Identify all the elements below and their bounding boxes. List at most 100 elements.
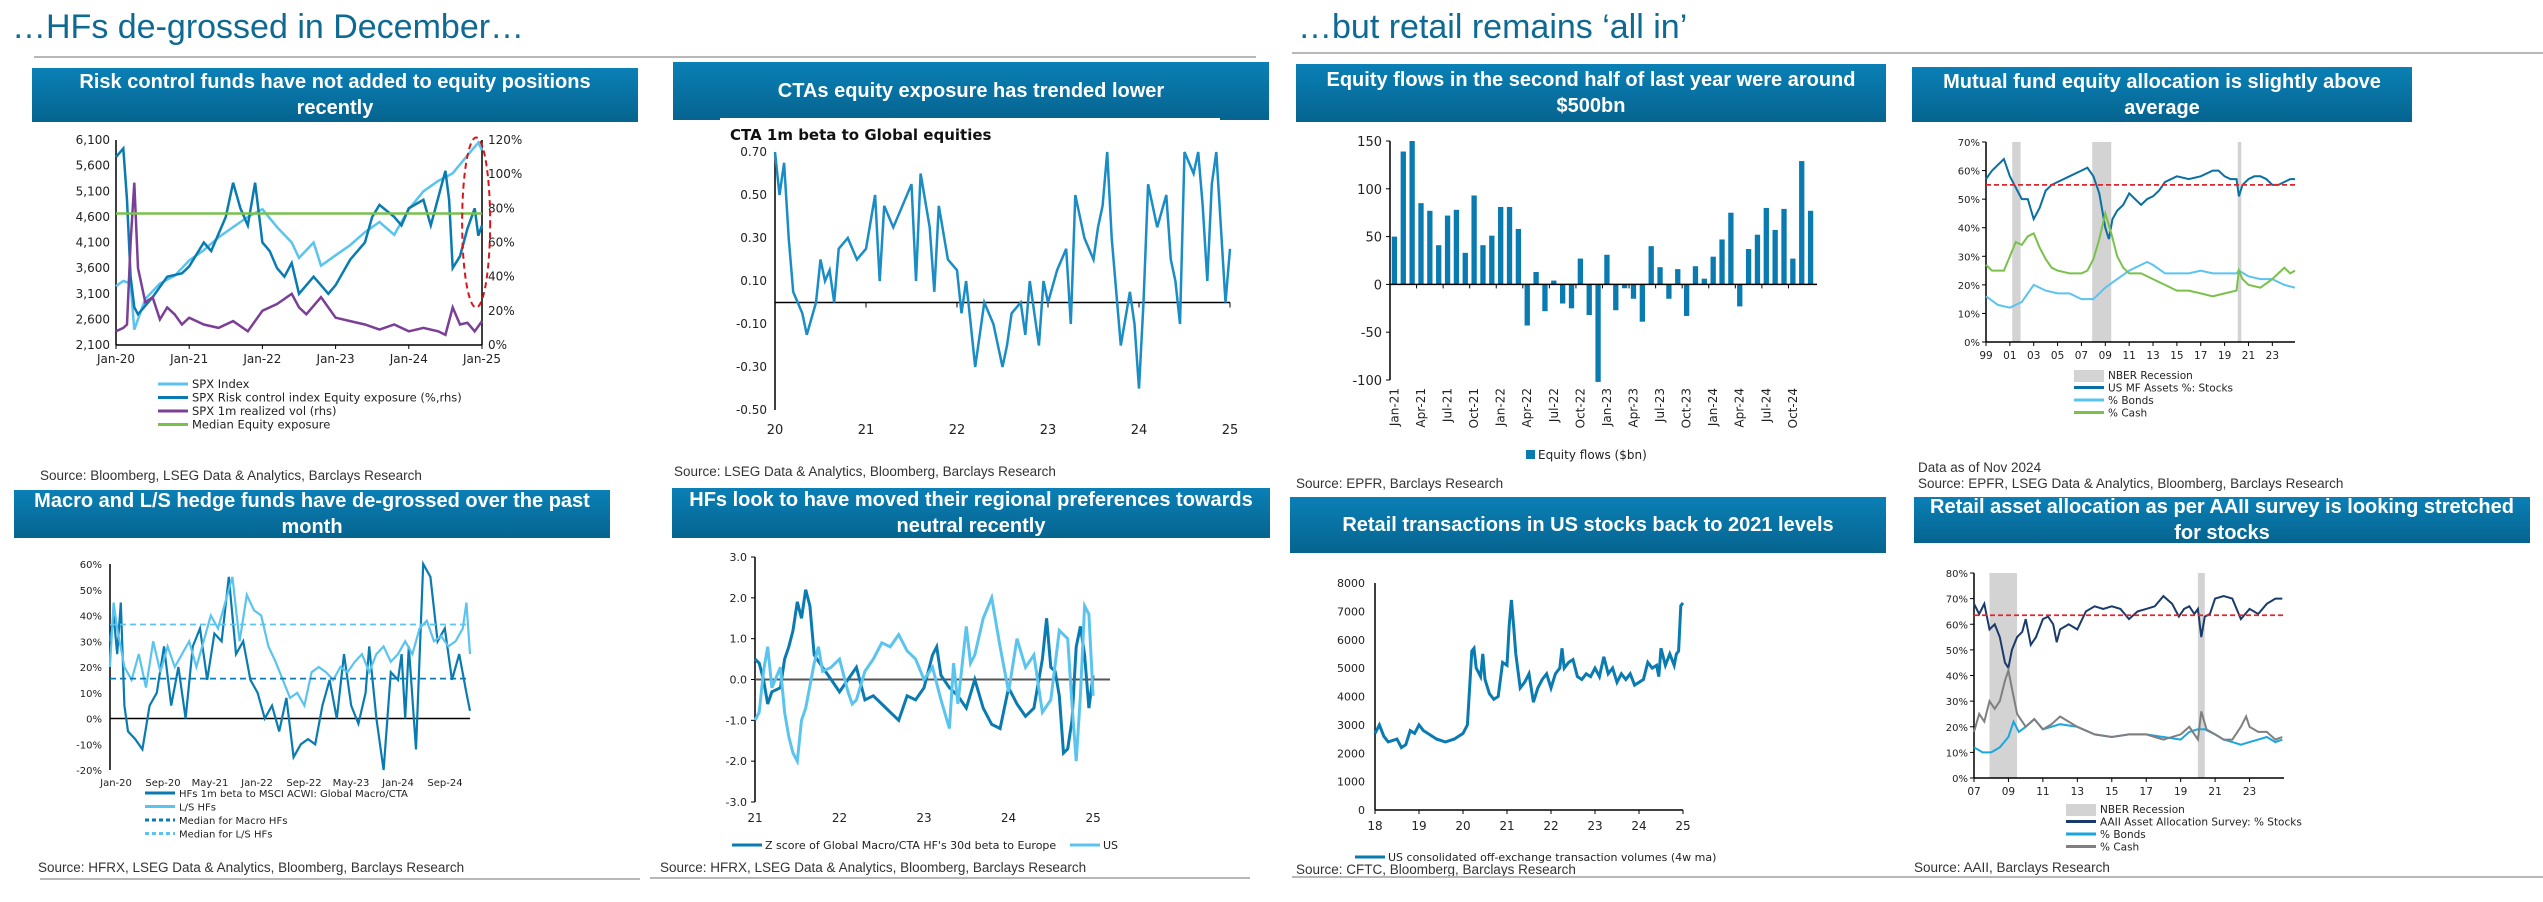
y-tick-label: 20% xyxy=(1958,281,1980,292)
y-right-tick-label: 0% xyxy=(488,338,507,352)
x-tick-label: Apr-21 xyxy=(1414,388,1428,428)
legend-label: SPX Index xyxy=(192,377,250,391)
y-tick-label: 0% xyxy=(86,715,102,726)
bar xyxy=(1533,271,1539,285)
bar xyxy=(1418,203,1424,285)
chart-title: CTA 1m beta to Global equities xyxy=(730,126,992,144)
bar xyxy=(1666,284,1672,299)
y-tick-label: 60% xyxy=(1946,620,1968,631)
x-tick-label: 13 xyxy=(2071,786,2084,798)
y-tick-label: -2.0 xyxy=(726,755,747,768)
x-tick-label: 24 xyxy=(1001,811,1016,825)
x-tick-label: Jan-22 xyxy=(1494,388,1508,427)
bar xyxy=(1568,284,1575,309)
y-left-tick-label: 2,600 xyxy=(76,312,110,326)
recession-band xyxy=(1989,573,2018,778)
bar xyxy=(1728,212,1734,285)
x-tick-label: 20 xyxy=(1455,819,1470,833)
bar xyxy=(1799,161,1805,285)
x-tick-label: 19 xyxy=(2218,350,2231,362)
bar xyxy=(1498,206,1504,285)
legend-label: AAII Asset Allocation Survey: % Stocks xyxy=(2100,817,2302,829)
y-tick-label: 20% xyxy=(80,663,102,674)
chart-title-bg xyxy=(720,118,1220,120)
bar xyxy=(1604,254,1610,285)
bar xyxy=(1480,245,1486,285)
x-tick-label: 20 xyxy=(767,423,784,438)
x-tick-label: 21 xyxy=(747,811,762,825)
y-left-tick-label: 4,600 xyxy=(76,210,110,224)
y-tick-label: -20% xyxy=(76,766,102,777)
recession-band xyxy=(2197,573,2205,778)
series-line xyxy=(753,592,1095,767)
x-tick-label: 25 xyxy=(1222,423,1239,438)
legend-label: L/S HFs xyxy=(179,803,216,814)
legend-label: NBER Recession xyxy=(2100,804,2185,816)
series-line xyxy=(1985,209,2296,298)
x-tick-label: 18 xyxy=(1367,819,1382,833)
y-tick-label: 2.0 xyxy=(730,592,748,605)
bar xyxy=(1462,252,1468,285)
bar xyxy=(1586,284,1592,315)
series-line xyxy=(108,560,472,771)
y-tick-label: 10% xyxy=(1946,748,1968,759)
hf-degross-rule xyxy=(40,878,640,880)
bar xyxy=(1524,284,1530,326)
y-tick-label: 10% xyxy=(1958,309,1980,320)
x-tick-label: Oct-24 xyxy=(1786,388,1800,428)
y-left-tick-label: 5,600 xyxy=(76,159,110,173)
mf-alloc-note: Data as of Nov 2024 xyxy=(1918,460,2042,475)
x-tick-label: Oct-23 xyxy=(1680,388,1694,428)
y-tick-label: 3.0 xyxy=(730,551,748,564)
x-tick-label: Jan-23 xyxy=(1600,388,1614,427)
y-tick-label: 6000 xyxy=(1337,634,1365,647)
bar xyxy=(1551,280,1557,285)
bar xyxy=(1630,284,1637,299)
recession-band xyxy=(2092,142,2112,342)
legend-label: % Bonds xyxy=(2100,829,2146,841)
x-tick-label: 21 xyxy=(1499,819,1514,833)
bar xyxy=(1745,249,1752,285)
cta-source: Source: LSEG Data & Analytics, Bloomberg… xyxy=(674,464,1056,479)
bar xyxy=(1471,195,1477,285)
y-tick-label: 0.50 xyxy=(740,188,767,202)
x-tick-label: 25 xyxy=(1675,819,1690,833)
y-tick-label: 20% xyxy=(1946,723,1968,734)
x-tick-label: 23 xyxy=(2243,786,2256,798)
x-tick-label: 24 xyxy=(1131,423,1148,438)
y-right-tick-label: 40% xyxy=(488,270,515,284)
series-line xyxy=(1985,157,2295,240)
legend-label: US consolidated off-exchange transaction… xyxy=(1388,851,1716,864)
x-tick-label: 19 xyxy=(2174,786,2187,798)
x-tick-label: 19 xyxy=(1411,819,1426,833)
y-left-tick-label: 5,100 xyxy=(76,184,110,198)
y-tick-label: 40% xyxy=(80,612,102,623)
y-tick-label: 40% xyxy=(1946,672,1968,683)
equity-flows-header: Equity flows in the second half of last … xyxy=(1296,64,1886,122)
y-tick-label: 1000 xyxy=(1337,776,1365,789)
y-tick-label: -100 xyxy=(1352,374,1382,389)
x-tick-label: Jan-23 xyxy=(316,352,355,366)
x-tick-label: Jul-24 xyxy=(1759,388,1773,423)
right-section-title: …but retail remains ‘all in’ xyxy=(1298,8,1688,46)
y-tick-label: 50% xyxy=(1958,195,1980,206)
y-tick-label: 60% xyxy=(1958,167,1980,178)
risk-control-header: Risk control funds have not added to equ… xyxy=(32,68,638,122)
hf-regional-source: Source: HFRX, LSEG Data & Analytics, Blo… xyxy=(660,860,1087,875)
bar xyxy=(1436,245,1442,285)
legend-label: US MF Assets %: Stocks xyxy=(2108,383,2233,395)
series-line xyxy=(773,151,1232,389)
y-tick-label: 30% xyxy=(1958,252,1980,263)
y-tick-label: 70% xyxy=(1946,595,1968,606)
y-tick-label: -0.50 xyxy=(736,403,767,417)
hf-degross-chart: 60% 50% 40% 30% 20% 10% 0% -10% -20%Jan-20 Sep-20… xyxy=(76,560,472,841)
x-tick-label: 23 xyxy=(916,811,931,825)
x-tick-label: 11 xyxy=(2122,350,2135,362)
x-tick-label: 13 xyxy=(2146,350,2159,362)
bar xyxy=(1489,235,1495,285)
x-tick-label: 21 xyxy=(858,423,875,438)
x-tick-label: Oct-22 xyxy=(1573,388,1587,428)
x-tick-label: 05 xyxy=(2051,350,2064,362)
bar xyxy=(1560,284,1566,304)
